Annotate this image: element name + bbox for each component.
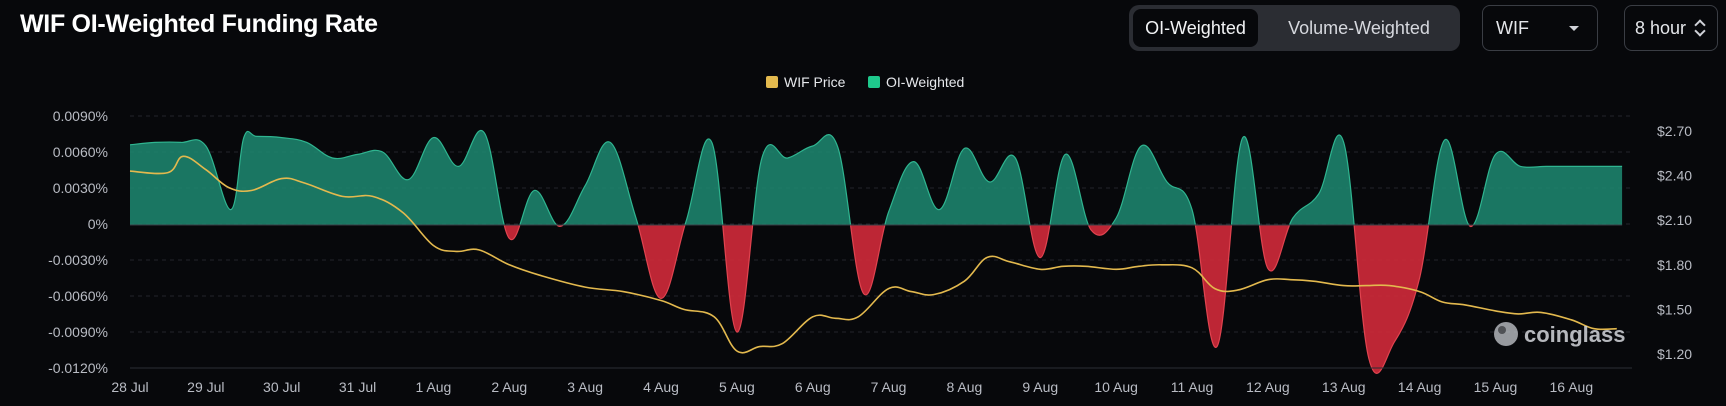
oi-weighted-line-positive bbox=[129, 129, 1623, 225]
interval-select-value: 8 hour bbox=[1635, 18, 1687, 38]
x-tick-label: 29 Jul bbox=[187, 379, 224, 395]
x-tick-label: 15 Aug bbox=[1474, 379, 1518, 395]
weighting-toggle: OI-Weighted Volume-Weighted bbox=[1129, 5, 1460, 51]
legend-label-oi[interactable]: OI-Weighted bbox=[886, 74, 964, 90]
x-tick-label: 5 Aug bbox=[719, 379, 755, 395]
watermark-text: coinglass bbox=[1524, 322, 1625, 347]
y-left-tick-label: -0.0060% bbox=[48, 288, 108, 304]
y-left-tick-label: -0.0030% bbox=[48, 252, 108, 268]
symbol-select[interactable]: WIF bbox=[1482, 5, 1598, 51]
page-title: WIF OI-Weighted Funding Rate bbox=[20, 10, 378, 38]
x-tick-label: 31 Jul bbox=[339, 379, 376, 395]
oi-weighted-line-negative bbox=[503, 225, 1474, 374]
x-tick-label: 13 Aug bbox=[1322, 379, 1366, 395]
y-right-tick-label: $2.70 bbox=[1657, 123, 1692, 139]
x-tick-label: 6 Aug bbox=[795, 379, 831, 395]
x-tick-label: 30 Jul bbox=[263, 379, 300, 395]
wif-price-line bbox=[129, 155, 1617, 354]
y-right-tick-label: $1.50 bbox=[1657, 301, 1692, 317]
x-tick-label: 28 Jul bbox=[111, 379, 148, 395]
x-tick-label: 7 Aug bbox=[871, 379, 907, 395]
legend-label-price[interactable]: WIF Price bbox=[784, 74, 846, 90]
x-tick-label: 3 Aug bbox=[567, 379, 603, 395]
legend-swatch-oi bbox=[868, 76, 880, 88]
y-left-tick-label: 0.0060% bbox=[53, 144, 108, 160]
y-right-tick-label: $1.20 bbox=[1657, 346, 1692, 362]
y-left-tick-label: 0.0030% bbox=[53, 180, 108, 196]
oi-weighted-tab[interactable]: OI-Weighted bbox=[1133, 9, 1258, 47]
x-tick-label: 10 Aug bbox=[1094, 379, 1138, 395]
x-tick-label: 1 Aug bbox=[416, 379, 452, 395]
x-tick-label: 14 Aug bbox=[1398, 379, 1442, 395]
volume-weighted-tab[interactable]: Volume-Weighted bbox=[1288, 18, 1430, 38]
x-tick-label: 9 Aug bbox=[1022, 379, 1058, 395]
x-tick-label: 11 Aug bbox=[1171, 379, 1214, 395]
x-tick-label: 2 Aug bbox=[491, 379, 527, 395]
y-left-tick-label: -0.0120% bbox=[48, 360, 108, 376]
symbol-select-value: WIF bbox=[1496, 18, 1529, 38]
chevron-down-icon bbox=[1569, 26, 1579, 31]
y-left-tick-label: -0.0090% bbox=[48, 324, 108, 340]
legend-swatch-price bbox=[766, 76, 778, 88]
coinglass-logo-icon bbox=[1494, 322, 1518, 346]
x-tick-label: 12 Aug bbox=[1246, 379, 1290, 395]
y-left-tick-label: 0% bbox=[88, 216, 108, 232]
x-tick-label: 4 Aug bbox=[643, 379, 679, 395]
coinglass-logo-icon-eye bbox=[1498, 326, 1506, 334]
oi-weighted-positive-area bbox=[130, 130, 1623, 225]
x-tick-label: 8 Aug bbox=[947, 379, 983, 395]
y-right-tick-label: $1.80 bbox=[1657, 257, 1692, 273]
interval-select[interactable]: 8 hour bbox=[1624, 5, 1718, 51]
x-tick-label: 16 Aug bbox=[1550, 379, 1594, 395]
oi-weighted-negative-area bbox=[130, 225, 1623, 374]
y-right-tick-label: $2.10 bbox=[1657, 212, 1692, 228]
y-right-tick-label: $2.40 bbox=[1657, 168, 1692, 184]
y-left-tick-label: 0.0090% bbox=[53, 108, 108, 124]
